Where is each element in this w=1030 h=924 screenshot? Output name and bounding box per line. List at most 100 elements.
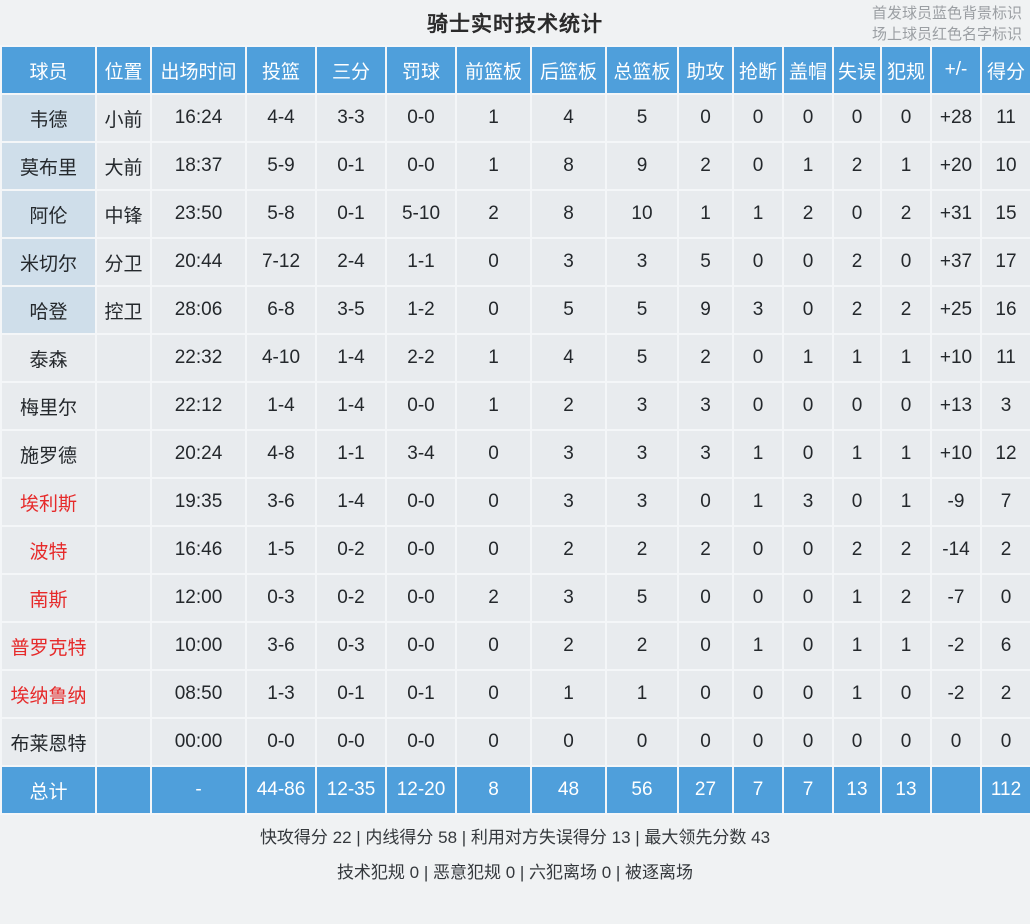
stat-cell: 6 (980, 621, 1030, 671)
stat-cell: 0 (677, 573, 734, 623)
stat-cell: 3 (530, 477, 607, 527)
stat-cell: 1 (732, 189, 784, 239)
column-header-7: 后篮板 (530, 45, 607, 95)
player-row: 米切尔 分卫 20:44 7-12 2-4 1-1 0 3 3 5 0 0 2 0 +37 17 (0, 237, 1030, 287)
stat-cell: 2 (880, 285, 932, 335)
stat-cell: 1 (832, 333, 882, 383)
stat-cell: 17 (980, 237, 1030, 287)
stat-cell: 3 (782, 477, 834, 527)
stat-cell (95, 477, 152, 527)
stat-cell: 0 (782, 621, 834, 671)
stat-cell: 1 (732, 477, 784, 527)
column-header-15: 得分 (980, 45, 1030, 95)
stat-cell: 0 (782, 285, 834, 335)
stat-cell: 1 (530, 669, 607, 719)
stat-cell: 1 (832, 669, 882, 719)
stat-cell: 3-5 (315, 285, 387, 335)
stat-cell: 5 (605, 93, 679, 143)
stat-cell: 1-3 (245, 669, 317, 719)
stat-cell: 00:00 (150, 717, 247, 767)
stat-cell: 0 (455, 429, 532, 479)
stat-cell: 0 (782, 525, 834, 575)
total-cell (95, 765, 152, 815)
stat-cell: 9 (605, 141, 679, 191)
stat-cell: 1-1 (315, 429, 387, 479)
stat-cell: +31 (930, 189, 982, 239)
stat-cell: 1 (832, 621, 882, 671)
stat-cell: 5-8 (245, 189, 317, 239)
stat-cell: 5 (605, 573, 679, 623)
stat-cell: 11 (980, 93, 1030, 143)
player-row: 埃利斯 19:35 3-6 1-4 0-0 0 3 3 0 1 3 0 1 -9 7 (0, 477, 1030, 527)
total-cell: 13 (880, 765, 932, 815)
stat-cell: 20:24 (150, 429, 247, 479)
stat-cell: 2 (880, 525, 932, 575)
column-header-13: 犯规 (880, 45, 932, 95)
stat-cell (95, 573, 152, 623)
player-row: 波特 16:46 1-5 0-2 0-0 0 2 2 2 0 0 2 2 -14 2 (0, 525, 1030, 575)
stat-cell: 1 (832, 573, 882, 623)
stat-cell: 0-0 (385, 93, 457, 143)
stat-cell: 4-10 (245, 333, 317, 383)
stat-cell: 0 (677, 93, 734, 143)
stat-cell: 16:24 (150, 93, 247, 143)
stat-cell: 0 (980, 573, 1030, 623)
stat-cell: +37 (930, 237, 982, 287)
stat-cell: 0 (455, 477, 532, 527)
stat-cell: -14 (930, 525, 982, 575)
stat-cell: 1 (605, 669, 679, 719)
stat-cell: 0-0 (315, 717, 387, 767)
stat-cell: 0-0 (385, 573, 457, 623)
column-header-3: 投篮 (245, 45, 317, 95)
stat-cell: 3 (605, 237, 679, 287)
stat-cell: 12 (980, 429, 1030, 479)
footer: 快攻得分 22 | 内线得分 58 | 利用对方失误得分 13 | 最大领先分数… (0, 815, 1030, 894)
legend: 首发球员蓝色背景标识 场上球员红色名字标识 (872, 3, 1022, 45)
player-name-cell: 波特 (0, 525, 97, 575)
stat-cell: 9 (677, 285, 734, 335)
stat-cell: 0 (455, 237, 532, 287)
player-row: 布莱恩特 00:00 0-0 0-0 0-0 0 0 0 0 0 0 0 0 0 0 (0, 717, 1030, 767)
total-cell: 27 (677, 765, 734, 815)
stat-cell: 4-8 (245, 429, 317, 479)
player-name-cell: 布莱恩特 (0, 717, 97, 767)
stat-cell: 0-1 (385, 669, 457, 719)
stat-cell: 1 (455, 93, 532, 143)
stat-cell: 3 (732, 285, 784, 335)
stat-cell: 1 (880, 621, 932, 671)
column-header-5: 罚球 (385, 45, 457, 95)
stat-cell: 8 (530, 141, 607, 191)
stat-cell: 中锋 (95, 189, 152, 239)
stat-cell: 1-4 (245, 381, 317, 431)
player-name-cell: 南斯 (0, 573, 97, 623)
stat-cell: 0 (832, 93, 882, 143)
stat-cell: 6-8 (245, 285, 317, 335)
stat-cell: 0-0 (385, 621, 457, 671)
total-cell: 56 (605, 765, 679, 815)
column-header-9: 助攻 (677, 45, 734, 95)
stat-cell: +10 (930, 333, 982, 383)
stat-cell: 0 (782, 381, 834, 431)
stat-cell: 1 (455, 381, 532, 431)
stat-cell: 10:00 (150, 621, 247, 671)
stat-cell: 0-3 (315, 621, 387, 671)
stat-cell: 0 (880, 381, 932, 431)
stat-cell: 2 (677, 525, 734, 575)
stat-cell: 0 (832, 381, 882, 431)
player-row: 哈登 控卫 28:06 6-8 3-5 1-2 0 5 5 9 3 0 2 2 +25 16 (0, 285, 1030, 335)
player-row: 埃纳鲁纳 08:50 1-3 0-1 0-1 0 1 1 0 0 0 1 0 -2 2 (0, 669, 1030, 719)
stat-cell: 2 (880, 573, 932, 623)
stat-cell: 0-1 (315, 669, 387, 719)
total-cell: 13 (832, 765, 882, 815)
stat-cell: 0 (677, 477, 734, 527)
stat-cell: 2 (530, 381, 607, 431)
stat-cell: 0-0 (385, 381, 457, 431)
player-row: 普罗克特 10:00 3-6 0-3 0-0 0 2 2 0 1 0 1 1 -2 6 (0, 621, 1030, 671)
player-row: 莫布里 大前 18:37 5-9 0-1 0-0 1 8 9 2 0 1 2 1 +20 10 (0, 141, 1030, 191)
stat-cell: 18:37 (150, 141, 247, 191)
stat-cell: 0 (782, 237, 834, 287)
stat-cell (95, 669, 152, 719)
stat-cell: 0 (782, 573, 834, 623)
player-row: 阿伦 中锋 23:50 5-8 0-1 5-10 2 8 10 1 1 2 0 2 +31 15 (0, 189, 1030, 239)
player-row: 梅里尔 22:12 1-4 1-4 0-0 1 2 3 3 0 0 0 0 +13 3 (0, 381, 1030, 431)
